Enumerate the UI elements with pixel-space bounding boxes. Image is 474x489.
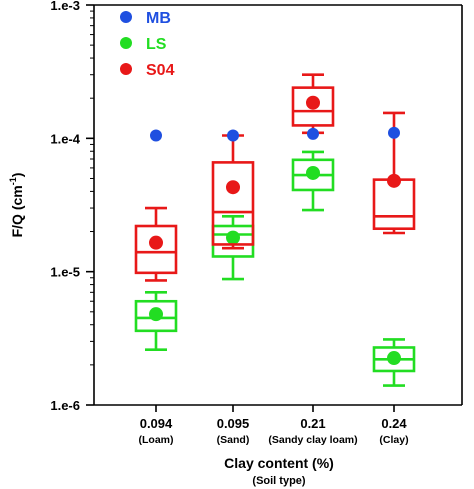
x-ticks: 0.094 (Loam) 0.095 (Sand) 0.21 (Sandy clay lo…	[139, 405, 409, 446]
x-tick-sublabel: (Clay)	[379, 434, 408, 446]
mean-point	[306, 95, 320, 110]
legend-marker-s04	[120, 63, 132, 75]
x-tick-sublabel: (Sand)	[217, 434, 250, 446]
mean-point	[226, 230, 240, 245]
mean-point	[387, 351, 401, 366]
y-tick-label: 1.e-6	[50, 398, 80, 413]
box	[291, 86, 335, 127]
data-point	[150, 129, 162, 142]
series-s04	[134, 73, 416, 282]
box	[134, 224, 178, 275]
x-tick-label: 0.24	[381, 416, 407, 431]
data-marks	[134, 73, 416, 387]
y-axis-label-end: )	[9, 173, 25, 178]
series-mb	[150, 126, 400, 142]
mean-point	[226, 180, 240, 195]
y-tick-label: 1.e-3	[50, 0, 80, 13]
y-ticks: 1.e-6 1.e-5 1.e-4 1.e-3	[50, 0, 94, 413]
x-tick-sublabel: (Sandy clay loam)	[268, 434, 357, 446]
y-axis-label: F/Q (cm-1)	[8, 173, 25, 238]
legend-label-mb: MB	[146, 10, 171, 27]
x-tick-label: 0.095	[217, 416, 250, 431]
x-tick-label: 0.094	[140, 416, 173, 431]
data-point	[388, 126, 400, 139]
mean-point	[149, 235, 163, 250]
mean-point	[306, 165, 320, 180]
legend-label-ls: LS	[146, 36, 167, 53]
mean-point	[387, 173, 401, 188]
y-axis-label-superscript: -1	[8, 177, 18, 185]
y-tick-label: 1.e-5	[50, 265, 80, 280]
box	[211, 161, 255, 246]
x-tick-label: 0.21	[300, 416, 325, 431]
data-point	[227, 129, 239, 142]
legend: MB LS S04	[120, 10, 175, 79]
y-tick-label: 1.e-4	[50, 131, 80, 146]
x-axis-label: Clay content (%)	[224, 455, 334, 471]
y-axis-label-main: F/Q (cm	[9, 185, 25, 237]
legend-marker-ls	[120, 37, 132, 49]
data-point	[307, 127, 319, 140]
legend-label-s04: S04	[146, 62, 175, 79]
legend-marker-mb	[120, 11, 132, 23]
x-axis-sublabel: (Soil type)	[252, 475, 306, 487]
x-tick-sublabel: (Loam)	[139, 434, 174, 446]
box	[134, 299, 178, 333]
mean-point	[149, 307, 163, 322]
series-ls	[134, 150, 416, 387]
